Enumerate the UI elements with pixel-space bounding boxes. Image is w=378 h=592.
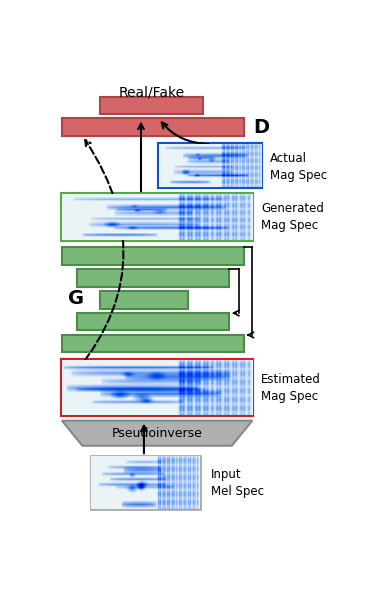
FancyBboxPatch shape — [62, 247, 243, 265]
Text: Actual
Mag Spec: Actual Mag Spec — [270, 152, 327, 182]
FancyBboxPatch shape — [100, 291, 188, 308]
Text: Generated
Mag Spec: Generated Mag Spec — [261, 202, 324, 232]
FancyBboxPatch shape — [76, 313, 229, 330]
Text: Input
Mel Spec: Input Mel Spec — [211, 468, 264, 498]
Text: G: G — [68, 289, 85, 308]
FancyBboxPatch shape — [100, 97, 203, 114]
FancyBboxPatch shape — [76, 269, 229, 287]
FancyBboxPatch shape — [62, 118, 243, 136]
Text: Pseudoinverse: Pseudoinverse — [112, 427, 203, 440]
Text: D: D — [253, 118, 269, 137]
FancyBboxPatch shape — [62, 335, 243, 352]
Text: Estimated
Mag Spec: Estimated Mag Spec — [261, 373, 321, 403]
Polygon shape — [62, 421, 253, 446]
Text: Real/Fake: Real/Fake — [118, 86, 184, 100]
